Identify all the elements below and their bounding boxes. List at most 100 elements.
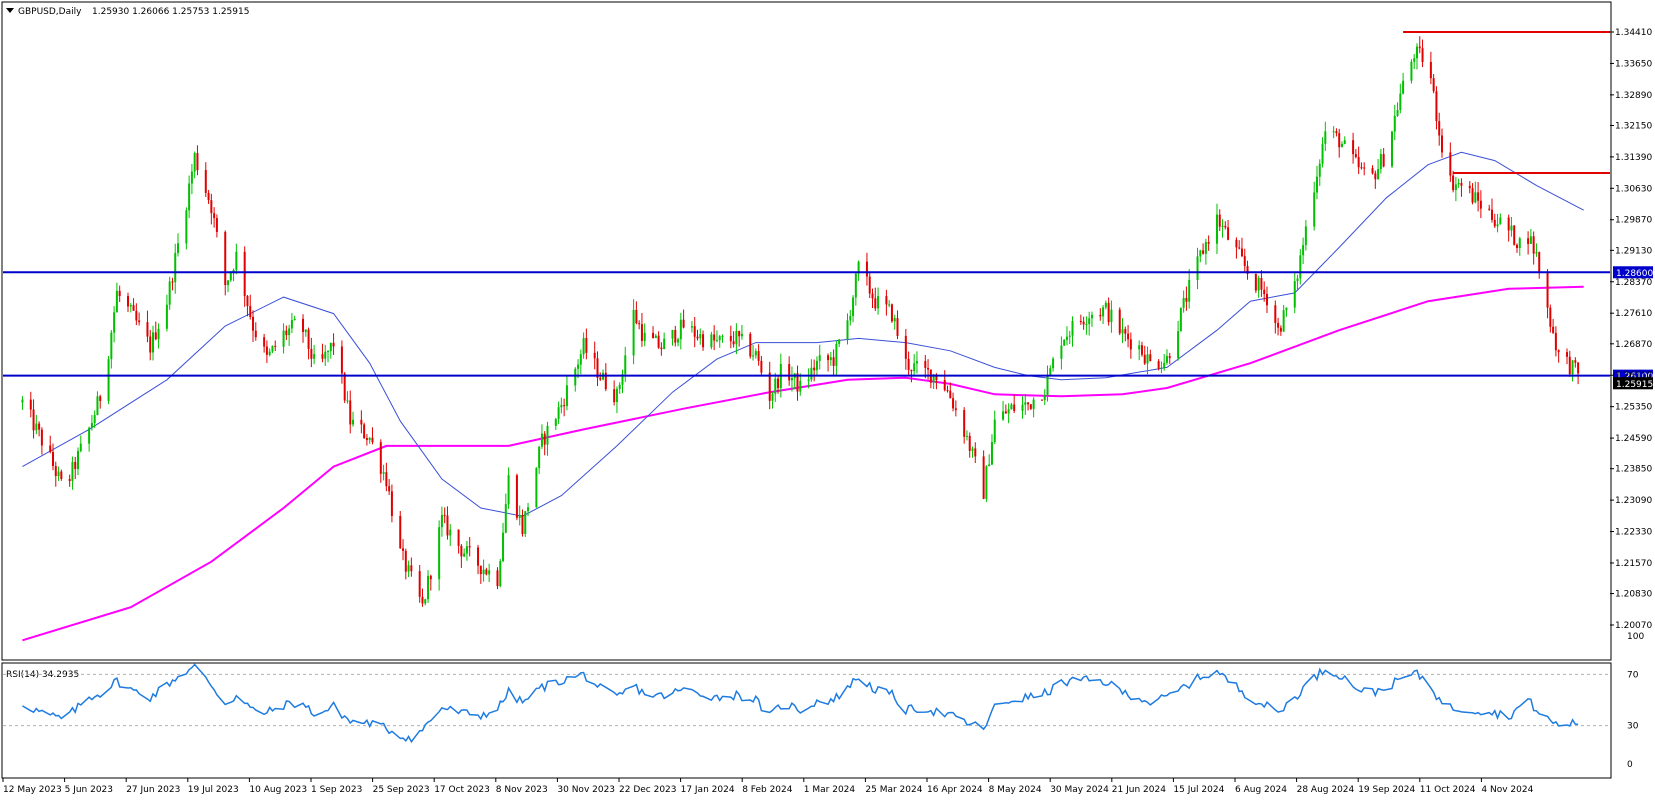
candle-body	[463, 553, 466, 557]
candle-body	[871, 293, 874, 299]
candle-body	[71, 461, 74, 482]
candle	[502, 522, 505, 563]
time-tick-label: 4 Nov 2024	[1481, 785, 1533, 795]
candle	[74, 456, 77, 480]
candle	[132, 298, 135, 311]
candle-body	[1507, 217, 1510, 231]
candle-body	[1527, 238, 1530, 244]
candle-body	[693, 326, 696, 337]
candle	[1179, 307, 1182, 332]
candle	[1490, 198, 1493, 223]
candle-body	[21, 399, 24, 403]
candle-body	[713, 334, 716, 341]
candle	[771, 392, 774, 409]
candle-body	[546, 425, 549, 445]
candle	[971, 446, 974, 458]
candle-body	[1410, 61, 1413, 81]
candle	[965, 430, 968, 441]
candle	[115, 282, 118, 313]
candle	[79, 435, 82, 453]
candle-body	[157, 328, 160, 340]
candle-body	[621, 374, 624, 385]
candle-body	[1532, 236, 1535, 254]
candle	[177, 233, 180, 257]
candle-body	[365, 438, 368, 441]
price-tick-label: 1.26110	[1615, 371, 1652, 381]
candle-body	[407, 565, 410, 572]
candle	[93, 410, 96, 428]
candle-body	[1207, 242, 1210, 244]
candle	[871, 288, 874, 309]
candle	[129, 302, 132, 313]
candle-body	[332, 342, 335, 347]
candle	[1221, 219, 1224, 238]
candle-body	[40, 429, 43, 446]
candle	[579, 349, 582, 375]
candle-body	[288, 328, 291, 336]
candle-body	[1568, 356, 1571, 375]
candle-body	[968, 435, 971, 451]
candle-body	[1104, 302, 1107, 308]
candle	[1160, 361, 1163, 374]
candle-body	[868, 276, 871, 294]
candle-body	[229, 272, 232, 281]
candle-body	[1013, 404, 1016, 411]
candle-body	[904, 335, 907, 359]
candle-body	[815, 360, 818, 371]
candle	[1032, 397, 1035, 418]
candle	[88, 426, 91, 452]
candle	[1318, 159, 1321, 186]
candle-body	[1149, 354, 1152, 362]
candle	[615, 386, 618, 414]
time-tick-label: 16 Apr 2024	[927, 785, 983, 795]
candle-body	[1315, 176, 1318, 193]
candle-body	[599, 377, 602, 380]
candle-body	[652, 332, 655, 339]
candle	[1515, 243, 1518, 253]
price-tick-label: 1.22330	[1615, 528, 1652, 538]
candle	[107, 355, 110, 405]
candle-body	[585, 338, 588, 353]
candle-body	[749, 333, 752, 357]
candle-body	[757, 351, 760, 361]
time-tick-label: 8 May 2024	[989, 785, 1042, 795]
candle	[1435, 86, 1438, 130]
candle	[174, 243, 177, 294]
candle	[252, 310, 255, 342]
time-tick-label: 8 Nov 2023	[496, 785, 548, 795]
candle-body	[282, 330, 285, 347]
candle-body	[893, 318, 896, 322]
candle-body	[427, 575, 430, 600]
price-tick-label: 1.23850	[1615, 465, 1652, 475]
candle-body	[1363, 167, 1366, 169]
candle-body	[479, 565, 482, 575]
candle	[1393, 104, 1396, 141]
candle	[1574, 357, 1577, 368]
candle	[788, 356, 791, 386]
candle-body	[1099, 314, 1102, 317]
candle	[1257, 275, 1260, 298]
candle	[829, 351, 832, 366]
candle	[832, 349, 835, 377]
candle	[1379, 149, 1382, 174]
price-tick-label: 1.23090	[1615, 496, 1652, 506]
candle-body	[1452, 175, 1455, 191]
candle-body	[1382, 154, 1385, 167]
candle	[874, 287, 877, 312]
candle-body	[1390, 131, 1393, 167]
candle	[718, 334, 721, 348]
collapse-triangle-icon[interactable]	[6, 8, 14, 13]
candle-body	[927, 367, 930, 370]
candle-body	[410, 565, 413, 572]
candle	[90, 414, 93, 431]
candle-body	[79, 443, 82, 452]
candle	[638, 320, 641, 330]
rsi-tick-label: 30	[1627, 722, 1639, 732]
candle-body	[1477, 192, 1480, 201]
candle	[285, 325, 288, 341]
candle-body	[243, 251, 246, 297]
candle-body	[1240, 248, 1243, 257]
candle-body	[740, 333, 743, 337]
candle-body	[1002, 411, 1005, 420]
candle	[854, 273, 857, 306]
